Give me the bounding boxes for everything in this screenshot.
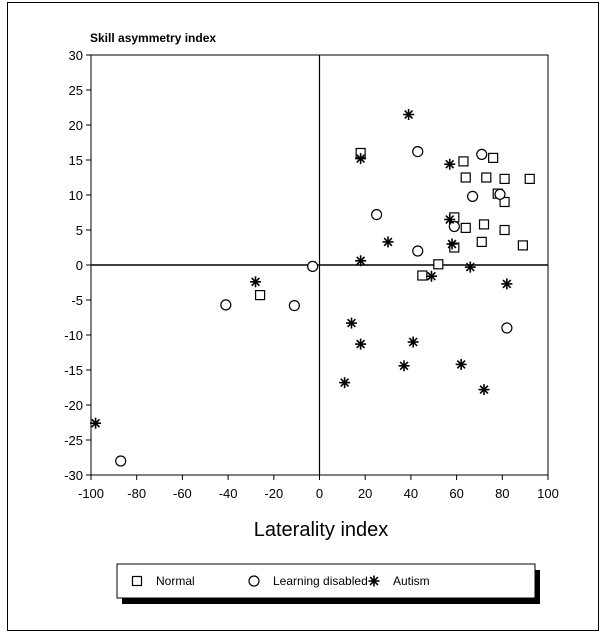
point-square <box>524 173 535 184</box>
point-asterisk <box>446 238 458 250</box>
point-circle <box>412 146 424 158</box>
point-asterisk <box>478 384 490 396</box>
point-asterisk <box>455 358 467 370</box>
x-tick-label: 20 <box>358 486 372 501</box>
point-square <box>460 172 471 183</box>
point-circle <box>501 322 513 334</box>
point-asterisk <box>382 236 394 248</box>
point-square <box>254 290 266 301</box>
legend-box <box>116 563 536 599</box>
y-tick-label: -25 <box>64 433 83 448</box>
y-tick-label: -20 <box>64 398 83 413</box>
point-circle <box>288 300 300 312</box>
point-asterisk <box>345 317 357 329</box>
point-circle <box>476 148 488 160</box>
point-square <box>478 219 490 230</box>
legend-marker-asterisk <box>368 575 380 587</box>
point-asterisk <box>444 214 456 225</box>
point-circle <box>115 455 127 467</box>
point-square <box>460 222 471 233</box>
point-asterisk <box>355 153 367 165</box>
point-asterisk <box>90 417 102 429</box>
point-asterisk <box>339 377 351 389</box>
x-axis-ticks: -100 -80 -60 -40 -20 0 20 40 60 80 100 <box>78 475 559 501</box>
point-square <box>476 236 487 247</box>
point-circle <box>412 245 424 257</box>
x-tick-label: 0 <box>316 486 323 501</box>
point-circle <box>448 220 460 233</box>
legend: Normal Learning disabled Autism <box>116 563 540 604</box>
figure-frame <box>7 2 599 631</box>
y-axis-label: Skill asymmetry index <box>90 31 216 45</box>
x-tick-label: -20 <box>264 486 283 501</box>
legend-label: Autism <box>393 574 430 588</box>
point-asterisk <box>425 270 437 282</box>
point-square <box>517 240 528 251</box>
y-tick-label: 15 <box>69 153 83 168</box>
y-tick-label: 20 <box>69 118 83 133</box>
point-asterisk <box>444 158 456 170</box>
legend-marker-square <box>131 575 143 587</box>
point-square <box>458 156 469 167</box>
point-asterisk <box>355 338 367 350</box>
x-axis-label: Laterality index <box>254 519 389 541</box>
y-tick-label: 0 <box>76 258 83 273</box>
point-circle <box>371 209 383 221</box>
y-tick-label: -15 <box>64 363 83 378</box>
point-circle <box>494 188 506 200</box>
point-circle <box>466 190 479 202</box>
x-tick-label: -100 <box>78 486 104 501</box>
y-tick-label: -5 <box>71 293 83 308</box>
legend-label: Normal <box>156 574 195 588</box>
point-square <box>499 173 510 184</box>
x-tick-label: 60 <box>449 486 463 501</box>
point-asterisk <box>403 109 415 120</box>
point-asterisk <box>464 261 476 273</box>
point-square <box>488 152 499 163</box>
y-tick-label: 25 <box>69 83 83 98</box>
y-tick-label: 30 <box>69 48 83 63</box>
x-tick-label: -80 <box>127 486 146 501</box>
y-tick-label: -10 <box>64 328 83 343</box>
y-axis-ticks: 30 25 20 15 10 5 0 -5 -10 -15 -20 -25 -30 <box>64 48 91 483</box>
point-square <box>449 242 460 253</box>
y-tick-label: 5 <box>76 223 83 238</box>
point-square <box>481 172 492 183</box>
point-square <box>417 270 428 281</box>
x-tick-label: 100 <box>537 486 559 501</box>
reference-lines <box>91 55 548 475</box>
y-tick-label: 10 <box>69 188 83 203</box>
y-tick-label: -30 <box>64 468 83 483</box>
legend-marker-circle <box>248 575 260 587</box>
legend-label: Learning disabled <box>273 574 368 588</box>
x-tick-label: -60 <box>173 486 192 501</box>
point-asterisk <box>407 336 419 348</box>
data-points <box>90 109 535 467</box>
x-tick-label: 80 <box>495 486 509 501</box>
point-asterisk <box>355 255 367 267</box>
point-asterisk <box>398 360 410 372</box>
x-tick-label: 40 <box>404 486 418 501</box>
point-asterisk <box>250 276 262 288</box>
point-circle <box>220 299 232 311</box>
point-asterisk <box>501 278 513 290</box>
point-square <box>499 224 510 236</box>
point-square <box>433 259 444 270</box>
point-circle <box>307 260 319 272</box>
x-tick-label: -40 <box>219 486 238 501</box>
